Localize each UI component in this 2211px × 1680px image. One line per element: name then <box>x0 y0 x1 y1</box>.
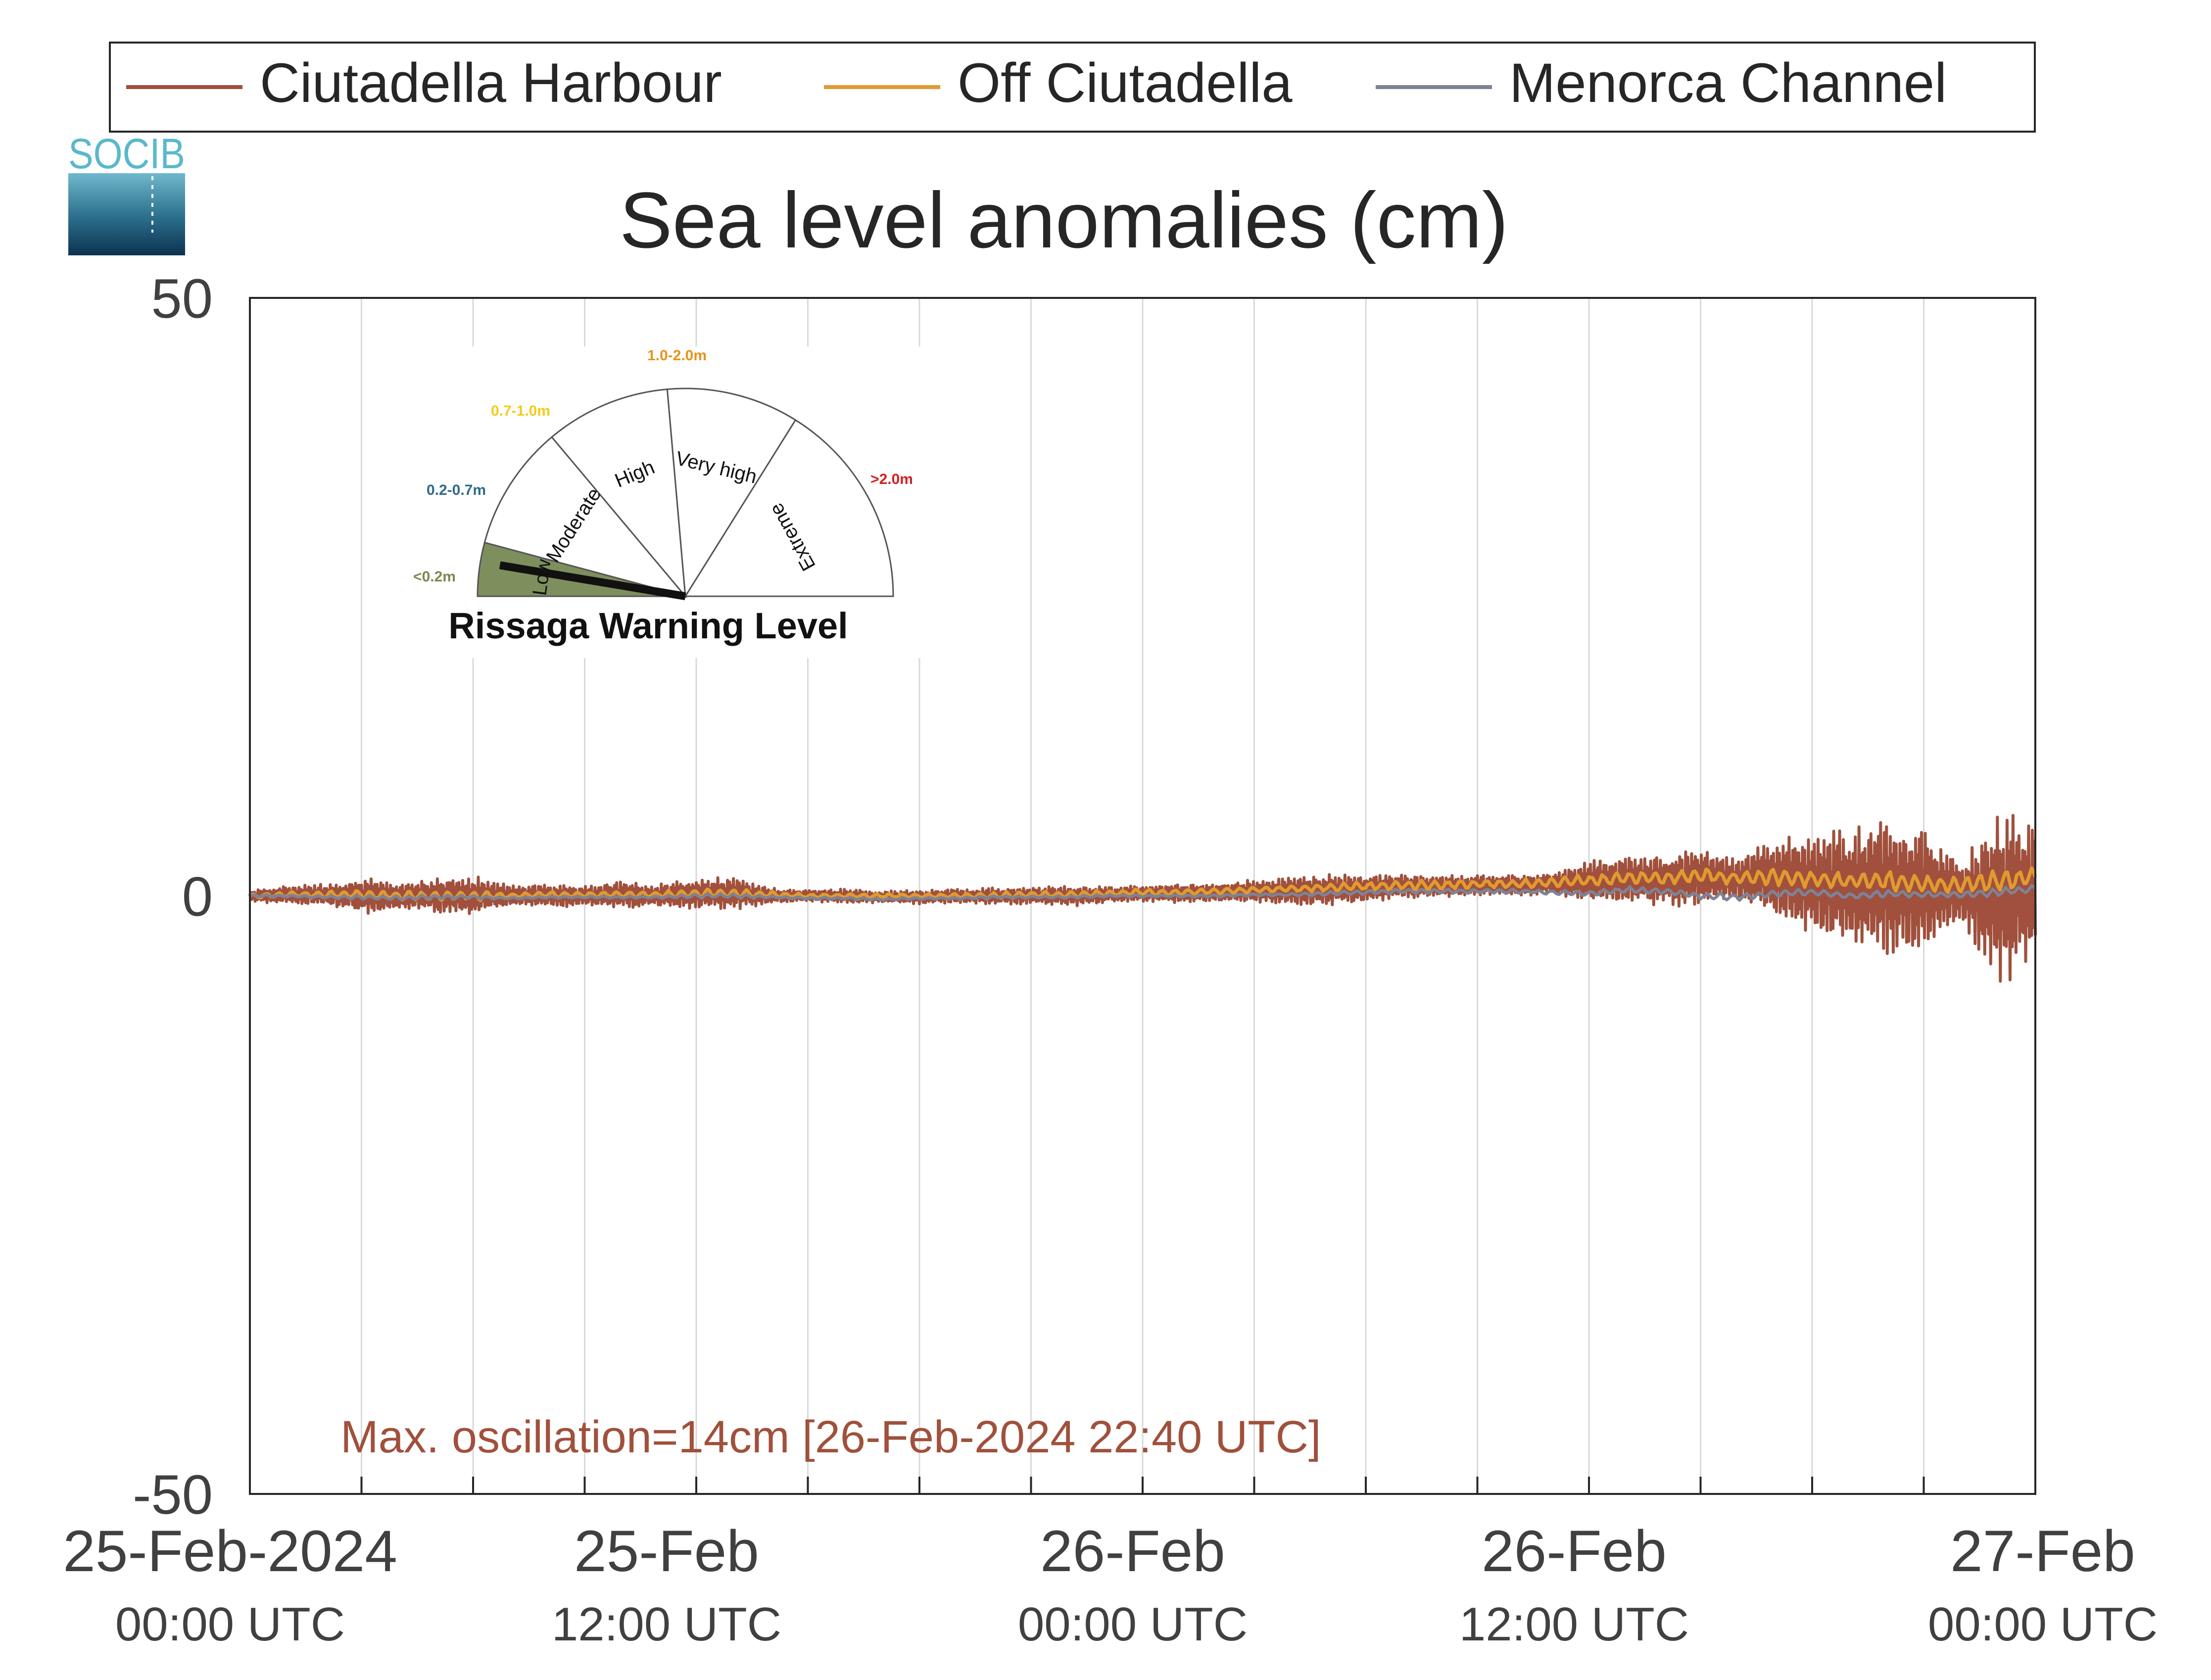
x-tick-time: 00:00 UTC <box>115 1598 345 1651</box>
series-line <box>249 884 2037 902</box>
gauge-sector <box>684 419 894 597</box>
x-tick-date: 25-Feb <box>574 1519 759 1584</box>
series-line <box>248 814 2037 983</box>
legend-entry: Menorca Channel <box>1376 52 1947 114</box>
gauge-needle <box>499 561 686 600</box>
gauge-sector <box>483 436 688 598</box>
x-tick-time: 12:00 UTC <box>552 1598 781 1651</box>
y-tick-label: -50 <box>133 1464 213 1526</box>
legend-label: Ciutadella Harbour <box>260 52 722 114</box>
max-oscillation-annotation: Max. oscillation=14cm [26-Feb-2024 22:40… <box>340 1412 1321 1462</box>
y-tick-label: 50 <box>151 268 213 330</box>
x-tick-date: 27-Feb <box>1950 1519 2135 1584</box>
x-tick-marks <box>360 1477 1925 1494</box>
legend-entry: Ciutadella Harbour <box>126 52 722 114</box>
gauge-range-label: 0.7-1.0m <box>491 403 550 419</box>
x-tick-time: 00:00 UTC <box>1928 1598 2158 1651</box>
socib-logo: SOCIB <box>68 130 185 255</box>
legend-label: Menorca Channel <box>1509 52 1947 114</box>
chart-title: Sea level anomalies (cm) <box>620 176 1508 264</box>
legend: Ciutadella Harbour Off Ciutadella Menorca … <box>109 42 2036 133</box>
x-tick-date: 25-Feb-2024 <box>63 1519 397 1584</box>
gauge-range-label: 0.2-0.7m <box>427 482 486 498</box>
gauge-sector <box>550 388 686 599</box>
series-line <box>248 866 2037 902</box>
gauge-range-label: 1.0-2.0m <box>647 347 707 364</box>
x-tick-labels: 25-Feb-2024 00:00 UTC 25-Feb 12:00 UTC 26-Fe… <box>63 1519 2158 1651</box>
x-tick-date: 26-Feb <box>1040 1519 1225 1584</box>
x-tick-date: 26-Feb <box>1482 1519 1667 1584</box>
y-tick-labels: 50 0 -50 <box>133 268 213 1526</box>
gauge-sector <box>666 387 797 599</box>
y-tick-label: 0 <box>182 866 213 928</box>
series-layer <box>248 814 2037 983</box>
logo-text: SOCIB <box>68 130 185 178</box>
legend-label: Off Ciutadella <box>958 52 1293 114</box>
gauge-range-label: >2.0m <box>870 471 913 487</box>
x-tick-time: 00:00 UTC <box>1018 1598 1248 1651</box>
gauge-title: Rissaga Warning Level <box>448 605 848 646</box>
gauge-range-label: <0.2m <box>413 569 456 585</box>
x-tick-time: 12:00 UTC <box>1459 1598 1689 1651</box>
legend-entry: Off Ciutadella <box>824 52 1293 114</box>
